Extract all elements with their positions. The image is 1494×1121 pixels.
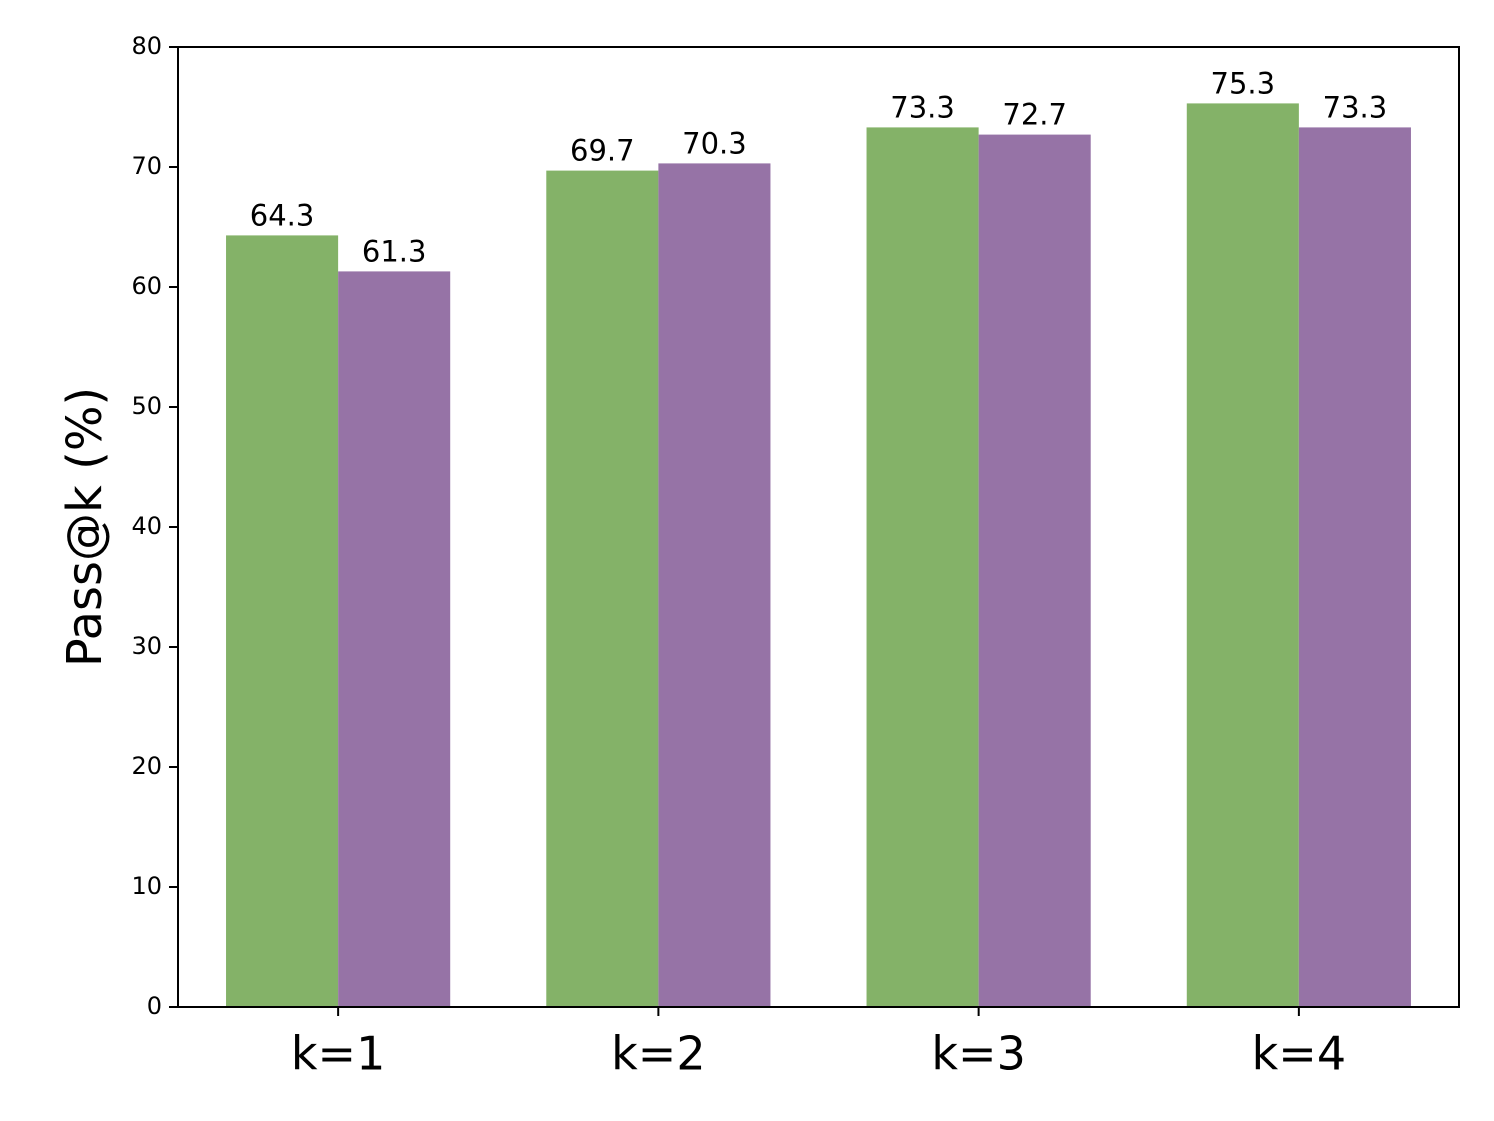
y-axis-label: Pass@k (%): [57, 387, 113, 667]
y-tick-label: 50: [131, 392, 162, 420]
data-label: 69.7: [570, 134, 635, 168]
data-label: 72.7: [1002, 98, 1067, 132]
bar: [546, 170, 659, 1008]
data-label: 73.3: [1323, 90, 1388, 124]
x-tick-label: k=4: [1252, 1027, 1346, 1081]
y-tick-label: 10: [131, 872, 162, 900]
x-tick-label: k=3: [931, 1027, 1025, 1081]
y-tick-label: 40: [131, 512, 162, 540]
y-tick-label: 60: [131, 272, 162, 300]
data-label: 73.3: [890, 90, 955, 124]
data-label: 70.3: [682, 126, 747, 160]
bar: [866, 127, 979, 1007]
bar: [658, 163, 771, 1007]
bar: [226, 235, 339, 1007]
plot-frame: [177, 46, 1460, 1008]
data-label: 61.3: [362, 234, 427, 268]
y-tick-label: 20: [131, 752, 162, 780]
x-tick-label: k=1: [291, 1027, 385, 1081]
y-tick-label: 30: [131, 632, 162, 660]
bar: [978, 134, 1091, 1008]
y-tick-label: 0: [147, 992, 162, 1020]
bar: [1298, 127, 1411, 1007]
data-label: 75.3: [1211, 66, 1276, 100]
y-tick-label: 70: [131, 152, 162, 180]
data-label: 64.3: [250, 198, 315, 232]
x-tick-label: k=2: [611, 1027, 705, 1081]
bar: [338, 271, 451, 1007]
y-tick-label: 80: [131, 32, 162, 60]
bar: [1186, 103, 1299, 1007]
